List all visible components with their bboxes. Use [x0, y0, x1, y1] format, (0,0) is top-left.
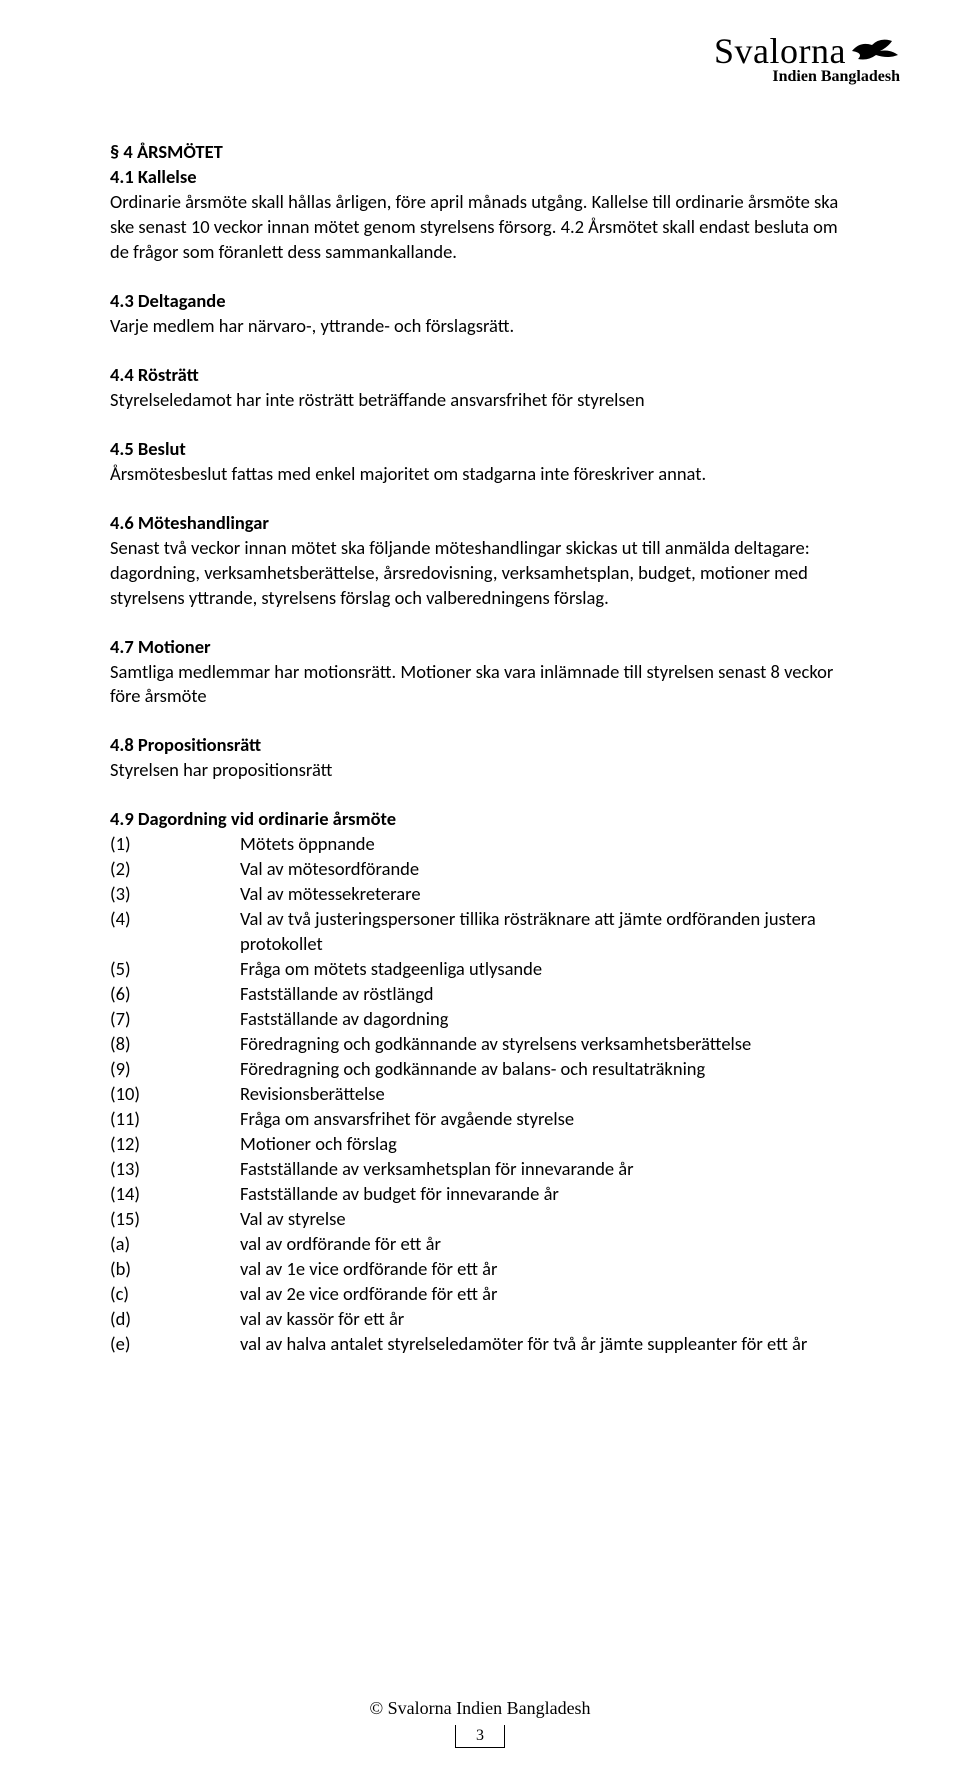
agenda-row: (5)Fråga om mötets stadgeenliga utlysand… — [110, 957, 850, 982]
body-4-8: Styrelsen har propositionsrätt — [110, 758, 850, 783]
agenda-number: (2) — [110, 857, 240, 882]
section-4-5: 4.5 Beslut Årsmötesbeslut fattas med enk… — [110, 437, 850, 487]
section-4-4: 4.4 Rösträtt Styrelseledamot har inte rö… — [110, 363, 850, 413]
agenda-row: (3)Val av mötessekreterare — [110, 882, 850, 907]
agenda-number: (3) — [110, 882, 240, 907]
footer: © Svalorna Indien Bangladesh 3 — [0, 1698, 960, 1748]
agenda-row: (e)val av halva antalet styrelseledamöte… — [110, 1332, 850, 1357]
section-4-8: 4.8 Propositionsrätt Styrelsen har propo… — [110, 733, 850, 783]
agenda-text: val av 1e vice ordförande för ett år — [240, 1257, 850, 1282]
footer-copyright: © Svalorna Indien Bangladesh — [0, 1698, 960, 1719]
heading-4-3: 4.3 Deltagande — [110, 289, 850, 314]
agenda-text: Mötets öppnande — [240, 832, 850, 857]
heading-4-6: 4.6 Möteshandlingar — [110, 511, 850, 536]
agenda-row: (1)Mötets öppnande — [110, 832, 850, 857]
agenda-text: Fråga om ansvarsfrihet för avgående styr… — [240, 1107, 850, 1132]
agenda-row: (2)Val av mötesordförande — [110, 857, 850, 882]
agenda-text: Fastställande av verksamhetsplan för inn… — [240, 1157, 850, 1182]
agenda-number: (9) — [110, 1057, 240, 1082]
agenda-number: (15) — [110, 1207, 240, 1232]
agenda-text: Fastställande av röstlängd — [240, 982, 850, 1007]
page-number: 3 — [455, 1725, 505, 1748]
agenda-row: (6)Fastställande av röstlängd — [110, 982, 850, 1007]
logo: Svalorna Indien Bangladesh — [714, 30, 900, 86]
agenda-number: (8) — [110, 1032, 240, 1057]
agenda-row: (b)val av 1e vice ordförande för ett år — [110, 1257, 850, 1282]
agenda-text: val av halva antalet styrelseledamöter f… — [240, 1332, 850, 1357]
section-4: § 4 ÅRSMÖTET 4.1 Kallelse Ordinarie årsm… — [110, 140, 850, 265]
agenda-text: Val av styrelse — [240, 1207, 850, 1232]
logo-main-row: Svalorna — [714, 30, 900, 72]
agenda-number: (c) — [110, 1282, 240, 1307]
logo-text: Svalorna — [714, 30, 846, 72]
agenda-number: (1) — [110, 832, 240, 857]
heading-4-8: 4.8 Propositionsrätt — [110, 733, 850, 758]
body-4-4: Styrelseledamot har inte rösträtt beträf… — [110, 388, 850, 413]
agenda-text: Föredragning och godkännande av styrelse… — [240, 1032, 850, 1057]
agenda-number: (11) — [110, 1107, 240, 1132]
heading-4-9: 4.9 Dagordning vid ordinarie årsmöte — [110, 807, 850, 832]
agenda-text: Val av mötesordförande — [240, 857, 850, 882]
heading-4-5: 4.5 Beslut — [110, 437, 850, 462]
agenda-row: (12)Motioner och förslag — [110, 1132, 850, 1157]
heading-4-1: 4.1 Kallelse — [110, 165, 850, 190]
agenda-row: (10)Revisionsberättelse — [110, 1082, 850, 1107]
agenda-text: val av kassör för ett år — [240, 1307, 850, 1332]
agenda-row: (4)Val av två justeringspersoner tillika… — [110, 907, 850, 957]
agenda-text: Fastställande av budget för innevarande … — [240, 1182, 850, 1207]
agenda-number: (10) — [110, 1082, 240, 1107]
body-4-7: Samtliga medlemmar har motionsrätt. Moti… — [110, 660, 850, 710]
agenda-number: (7) — [110, 1007, 240, 1032]
agenda-number: (12) — [110, 1132, 240, 1157]
document-body: § 4 ÅRSMÖTET 4.1 Kallelse Ordinarie årsm… — [110, 140, 850, 1357]
agenda-number: (e) — [110, 1332, 240, 1357]
agenda-row: (a)val av ordförande för ett år — [110, 1232, 850, 1257]
body-4-3: Varje medlem har närvaro-, yttrande- och… — [110, 314, 850, 339]
agenda-row: (9)Föredragning och godkännande av balan… — [110, 1057, 850, 1082]
agenda-number: (d) — [110, 1307, 240, 1332]
heading-4: § 4 ÅRSMÖTET — [110, 140, 850, 165]
agenda-text: Revisionsberättelse — [240, 1082, 850, 1107]
section-4-9: 4.9 Dagordning vid ordinarie årsmöte (1)… — [110, 807, 850, 1356]
section-4-3: 4.3 Deltagande Varje medlem har närvaro-… — [110, 289, 850, 339]
agenda-row: (15)Val av styrelse — [110, 1207, 850, 1232]
section-4-7: 4.7 Motioner Samtliga medlemmar har moti… — [110, 635, 850, 710]
agenda-number: (14) — [110, 1182, 240, 1207]
agenda-text: Fråga om mötets stadgeenliga utlysande — [240, 957, 850, 982]
agenda-row: (8)Föredragning och godkännande av styre… — [110, 1032, 850, 1057]
agenda-text: Val av mötessekreterare — [240, 882, 850, 907]
agenda-text: Motioner och förslag — [240, 1132, 850, 1157]
agenda-text: Val av två justeringspersoner tillika rö… — [240, 907, 850, 957]
agenda-row: (14)Fastställande av budget för innevara… — [110, 1182, 850, 1207]
bird-icon — [850, 33, 900, 69]
agenda-row: (13)Fastställande av verksamhetsplan för… — [110, 1157, 850, 1182]
agenda-text: val av ordförande för ett år — [240, 1232, 850, 1257]
agenda-text: Föredragning och godkännande av balans- … — [240, 1057, 850, 1082]
agenda-number: (a) — [110, 1232, 240, 1257]
agenda-number: (4) — [110, 907, 240, 957]
body-4-5: Årsmötesbeslut fattas med enkel majorite… — [110, 462, 850, 487]
agenda-number: (6) — [110, 982, 240, 1007]
agenda-row: (11)Fråga om ansvarsfrihet för avgående … — [110, 1107, 850, 1132]
agenda-row: (d)val av kassör för ett år — [110, 1307, 850, 1332]
agenda-number: (5) — [110, 957, 240, 982]
heading-4-4: 4.4 Rösträtt — [110, 363, 850, 388]
section-4-6: 4.6 Möteshandlingar Senast två veckor in… — [110, 511, 850, 611]
body-4-6: Senast två veckor innan mötet ska följan… — [110, 536, 850, 611]
agenda-number: (b) — [110, 1257, 240, 1282]
agenda-row: (c)val av 2e vice ordförande för ett år — [110, 1282, 850, 1307]
agenda-text: Fastställande av dagordning — [240, 1007, 850, 1032]
heading-4-7: 4.7 Motioner — [110, 635, 850, 660]
agenda-number: (13) — [110, 1157, 240, 1182]
agenda-list: (1)Mötets öppnande(2)Val av mötesordföra… — [110, 832, 850, 1356]
agenda-text: val av 2e vice ordförande för ett år — [240, 1282, 850, 1307]
agenda-row: (7)Fastställande av dagordning — [110, 1007, 850, 1032]
body-4-1: Ordinarie årsmöte skall hållas årligen, … — [110, 190, 850, 265]
